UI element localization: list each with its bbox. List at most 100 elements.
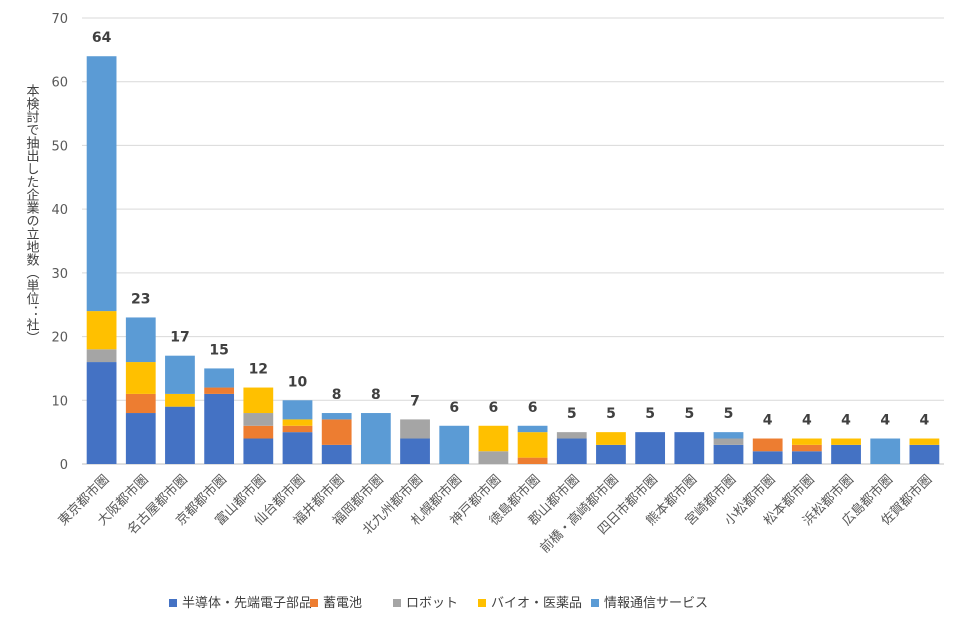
- y-tick-label: 0: [60, 458, 68, 473]
- bar-total-label: 5: [606, 406, 616, 422]
- bar-segment: [713, 438, 744, 445]
- y-tick-label: 60: [51, 76, 68, 91]
- bar-total-label: 8: [332, 387, 342, 403]
- bar-segment: [243, 387, 274, 414]
- bar-segment: [204, 368, 235, 388]
- y-tick-label: 20: [51, 331, 68, 346]
- legend: 半導体・先端電子部品 蓄電池 ロボット バイオ・医薬品 情報通信サービス: [169, 596, 708, 611]
- bar-segment: [86, 56, 117, 312]
- bar-segment: [752, 451, 783, 464]
- bar-segment: [870, 438, 901, 464]
- bar-segment: [321, 413, 352, 420]
- bar-total-label: 5: [724, 406, 734, 422]
- bar-total-label: 8: [371, 387, 381, 403]
- bar-segment: [713, 444, 744, 464]
- bar-segment: [478, 451, 509, 464]
- bar-segment: [86, 311, 117, 350]
- axes: 010203040506070東京都市圏大阪都市圏名古屋都市圏京都都市圏富山都市…: [51, 12, 935, 556]
- bar-total-label: 4: [841, 413, 851, 429]
- y-tick-label: 50: [51, 139, 68, 154]
- legend-item-label: 蓄電池: [323, 596, 362, 611]
- legend-swatch: [310, 599, 318, 607]
- bar-segment: [86, 349, 117, 363]
- bar-total-label: 23: [131, 291, 150, 307]
- bar-segment: [204, 393, 235, 464]
- bar-segment: [596, 432, 626, 445]
- bar-segment: [909, 444, 940, 464]
- bar-segment: [204, 387, 235, 394]
- bar-segment: [752, 438, 783, 452]
- legend-item-label: 情報通信サービス: [604, 596, 708, 611]
- bar-total-label: 5: [645, 406, 655, 422]
- bar-segment: [831, 438, 861, 445]
- bar-total-label: 7: [410, 393, 420, 409]
- bar-total-label: 64: [92, 30, 112, 46]
- bar-segment: [517, 432, 548, 458]
- bar-segment: [125, 362, 156, 394]
- bar-total-label: 5: [567, 406, 577, 422]
- bar-segment: [86, 362, 117, 464]
- bar-total-label: 4: [763, 413, 773, 429]
- bar-total-label: 4: [802, 413, 812, 429]
- bar-total-label: 15: [209, 342, 228, 358]
- bar-segment: [674, 432, 705, 464]
- bar-total-label: 12: [249, 362, 268, 378]
- bar-segment: [439, 425, 470, 464]
- bar-segment: [243, 425, 274, 439]
- bar-segment: [713, 432, 744, 439]
- bar-segment: [400, 438, 430, 464]
- bar-total-label: 6: [528, 400, 538, 416]
- y-tick-label: 30: [51, 267, 68, 282]
- bar-total-label: 6: [449, 400, 459, 416]
- bar-segment: [556, 438, 587, 464]
- legend-item-label: 半導体・先端電子部品: [182, 596, 312, 611]
- legend-swatch: [169, 599, 177, 607]
- bar-segment: [909, 438, 940, 445]
- bar-segment: [831, 444, 861, 464]
- y-axis-label: 本検討で抽出した企業の立地数（単位：社）: [24, 84, 40, 344]
- bar-segment: [165, 355, 195, 394]
- y-tick-label: 70: [51, 12, 68, 27]
- bar-segment: [517, 457, 548, 464]
- legend-item-label: ロボット: [406, 596, 458, 611]
- bar-segment: [282, 432, 313, 464]
- bar-segment: [635, 432, 666, 464]
- bar-segment: [321, 444, 352, 464]
- bar-segment: [282, 400, 313, 420]
- bar-segment: [360, 413, 391, 464]
- bar-segment: [791, 451, 822, 464]
- bar-segment: [243, 438, 274, 464]
- bar-segment: [791, 438, 822, 445]
- y-tick-label: 10: [51, 394, 68, 409]
- bars: [86, 56, 940, 464]
- bar-total-label: 4: [880, 413, 890, 429]
- bar-segment: [243, 413, 274, 426]
- bar-segment: [478, 425, 509, 452]
- bar-total-label: 6: [489, 400, 499, 416]
- bar-segment: [125, 317, 156, 363]
- legend-swatch: [393, 599, 401, 607]
- bar-segment: [556, 432, 587, 439]
- bar-total-label: 17: [170, 330, 189, 346]
- bar-segment: [791, 444, 822, 452]
- legend-swatch: [478, 599, 486, 607]
- bar-segment: [125, 393, 156, 414]
- bar-segment: [321, 419, 352, 445]
- bar-total-label: 5: [684, 406, 694, 422]
- bar-total-label: 10: [288, 374, 308, 390]
- bar-segment: [400, 419, 430, 439]
- bar-segment: [125, 413, 156, 464]
- data-labels: 64 23 17 15 12 10 8 8 7 6 6 6 5 5 5 5 5 4 4 4 4 4: [92, 30, 930, 428]
- legend-item-label: バイオ・医薬品: [491, 596, 582, 611]
- bar-total-label: 4: [920, 413, 930, 429]
- bar-segment: [517, 425, 548, 433]
- bar-segment: [165, 406, 195, 464]
- bar-segment: [596, 444, 626, 464]
- legend-swatch: [591, 599, 599, 607]
- y-tick-label: 40: [51, 203, 68, 218]
- bar-segment: [282, 419, 313, 426]
- bar-segment: [282, 425, 313, 433]
- bar-segment: [165, 393, 195, 407]
